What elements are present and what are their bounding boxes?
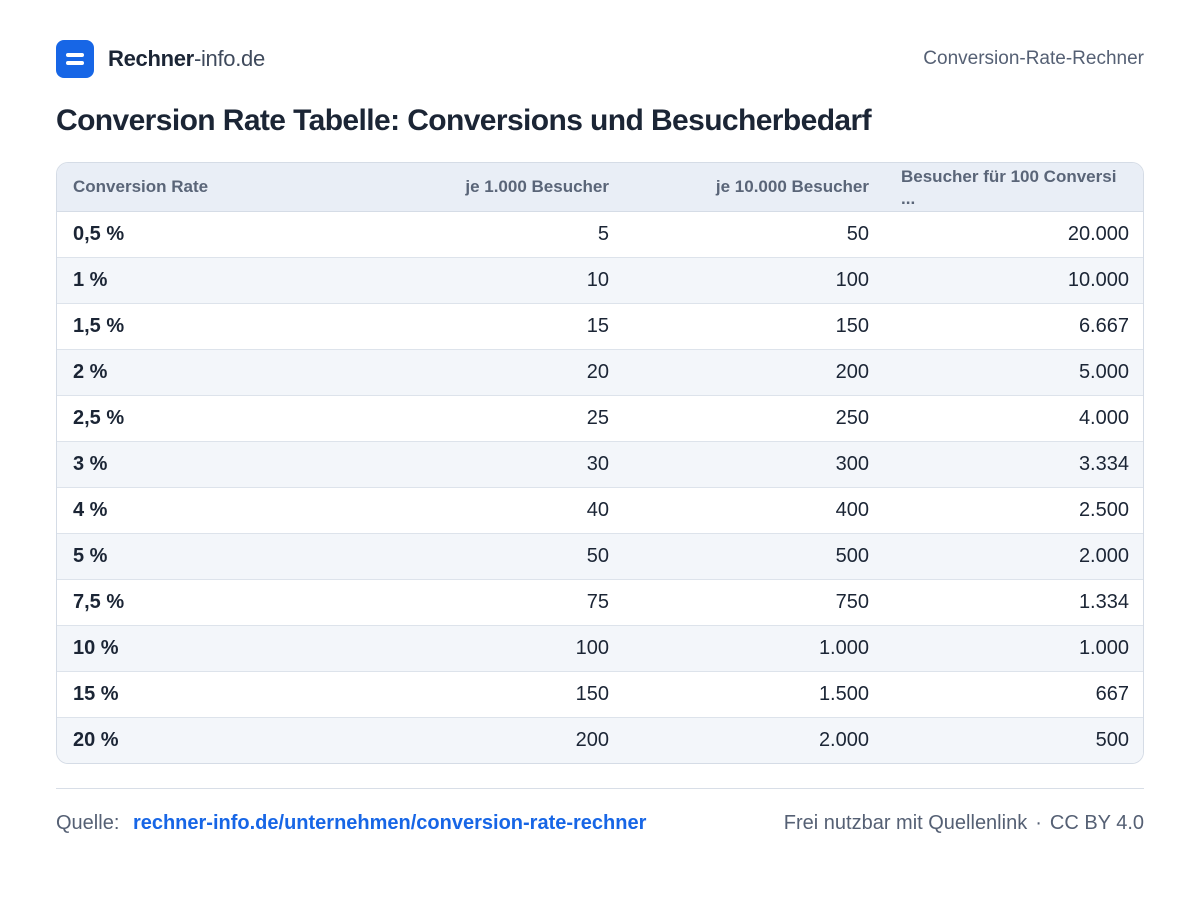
- table-row: 2,5 % 25 250 4.000: [57, 395, 1143, 442]
- cell-per-10000: 1.000: [625, 625, 885, 672]
- cell-per-10000: 150: [625, 303, 885, 350]
- cell-visitors-for-100: 2.500: [885, 487, 1143, 534]
- cell-per-10000: 100: [625, 257, 885, 304]
- site-header: Rechner-info.de Conversion-Rate-Rechner: [56, 40, 1144, 78]
- cell-visitors-for-100: 1.000: [885, 625, 1143, 672]
- cell-per-1000: 40: [377, 487, 625, 534]
- cell-per-10000: 50: [625, 211, 885, 258]
- brand[interactable]: Rechner-info.de: [56, 40, 265, 78]
- cell-per-1000: 150: [377, 671, 625, 718]
- table-header-row: Conversion Rate je 1.000 Besucher je 10.…: [57, 163, 1143, 212]
- table-row: 3 % 30 300 3.334: [57, 441, 1143, 488]
- table-row: 10 % 100 1.000 1.000: [57, 625, 1143, 672]
- source: Quelle: rechner-info.de/unternehmen/conv…: [56, 812, 646, 835]
- column-header-visitors-for-100: Besucher für 100 Conversi ...: [885, 163, 1143, 212]
- cell-rate: 7,5 %: [57, 579, 377, 626]
- table-row: 15 % 150 1.500 667: [57, 671, 1143, 718]
- brand-name-bold: Rechner: [108, 46, 194, 71]
- table-row: 7,5 % 75 750 1.334: [57, 579, 1143, 626]
- table-row: 0,5 % 5 50 20.000: [57, 211, 1143, 258]
- footer-divider: [56, 788, 1144, 789]
- cell-per-1000: 25: [377, 395, 625, 442]
- cell-per-1000: 100: [377, 625, 625, 672]
- cell-per-10000: 250: [625, 395, 885, 442]
- cell-rate: 10 %: [57, 625, 377, 672]
- cell-visitors-for-100: 20.000: [885, 211, 1143, 258]
- source-label: Quelle:: [56, 812, 120, 834]
- table-row: 1,5 % 15 150 6.667: [57, 303, 1143, 350]
- column-header-visitors-for-100-line1: Besucher für 100 Conversi: [901, 166, 1117, 186]
- table-row: 2 % 20 200 5.000: [57, 349, 1143, 396]
- cell-per-10000: 400: [625, 487, 885, 534]
- cell-per-1000: 5: [377, 211, 625, 258]
- table-row: 1 % 10 100 10.000: [57, 257, 1143, 304]
- cell-rate: 2,5 %: [57, 395, 377, 442]
- cell-visitors-for-100: 500: [1095, 728, 1129, 751]
- logo-icon: [56, 40, 94, 78]
- cell-per-10000: 200: [625, 349, 885, 396]
- table-row: 20 % 200 2.000 500: [57, 717, 1143, 763]
- conversion-table: Conversion Rate je 1.000 Besucher je 10.…: [57, 163, 1143, 763]
- cell-per-1000: 75: [377, 579, 625, 626]
- cell-visitors-for-100: 1.334: [885, 579, 1143, 626]
- cell-visitors-for-100: 5.000: [885, 349, 1143, 396]
- cell-visitors-for-100: 10.000: [885, 257, 1143, 304]
- cell-visitors-for-100: 3.334: [885, 441, 1143, 488]
- column-header-per-10000: je 10.000 Besucher: [625, 163, 885, 212]
- license-label: CC BY 4.0: [1049, 812, 1144, 834]
- cell-per-1000: 30: [377, 441, 625, 488]
- cell-visitors-for-100: 667: [885, 671, 1143, 718]
- cell-per-1000: 10: [377, 257, 625, 304]
- cell-per-1000: 50: [377, 533, 625, 580]
- cell-rate: 3 %: [57, 441, 377, 488]
- cell-per-10000: 750: [625, 579, 885, 626]
- cell-per-10000: 2.000: [818, 728, 869, 751]
- conversion-table-container: Conversion Rate je 1.000 Besucher je 10.…: [56, 162, 1144, 764]
- cell-per-1000: 20: [377, 349, 625, 396]
- column-header-visitors-for-100-ellipsis: ...: [901, 188, 916, 208]
- cell-rate: 0,5 %: [57, 211, 377, 258]
- table-row: 5 % 50 500 2.000: [57, 533, 1143, 580]
- usage-note: Frei nutzbar mit Quellenlink: [783, 812, 1028, 834]
- cell-per-1000: 200: [575, 728, 609, 751]
- cell-rate: 15 %: [57, 671, 377, 718]
- brand-name-light: -info.de: [193, 46, 265, 71]
- cell-visitors-for-100: 4.000: [885, 395, 1143, 442]
- page-category-label: Conversion-Rate-Rechner: [923, 48, 1144, 69]
- page-title: Conversion Rate Tabelle: Conversions und…: [56, 104, 872, 137]
- cell-per-1000: 15: [377, 303, 625, 350]
- cell-visitors-for-100: 6.667: [885, 303, 1143, 350]
- cell-rate: 5 %: [57, 533, 377, 580]
- cell-rate: 1,5 %: [57, 303, 377, 350]
- column-header-rate: Conversion Rate: [57, 163, 377, 212]
- table-row: 4 % 40 400 2.500: [57, 487, 1143, 534]
- license-info: Frei nutzbar mit Quellenlink · CC BY 4.0: [784, 812, 1144, 835]
- footer: Quelle: rechner-info.de/unternehmen/conv…: [56, 812, 1144, 835]
- cell-visitors-for-100: 2.000: [885, 533, 1143, 580]
- cell-per-10000: 500: [625, 533, 885, 580]
- cell-rate: 20 %: [73, 728, 119, 751]
- column-header-per-1000: je 1.000 Besucher: [377, 163, 625, 212]
- cell-per-10000: 1.500: [625, 671, 885, 718]
- source-link[interactable]: rechner-info.de/unternehmen/conversion-r…: [132, 812, 647, 834]
- cell-rate: 2 %: [57, 349, 377, 396]
- footer-separator: ·: [1035, 812, 1042, 834]
- brand-name: Rechner-info.de: [108, 46, 265, 72]
- cell-per-10000: 300: [625, 441, 885, 488]
- cell-rate: 1 %: [57, 257, 377, 304]
- cell-rate: 4 %: [57, 487, 377, 534]
